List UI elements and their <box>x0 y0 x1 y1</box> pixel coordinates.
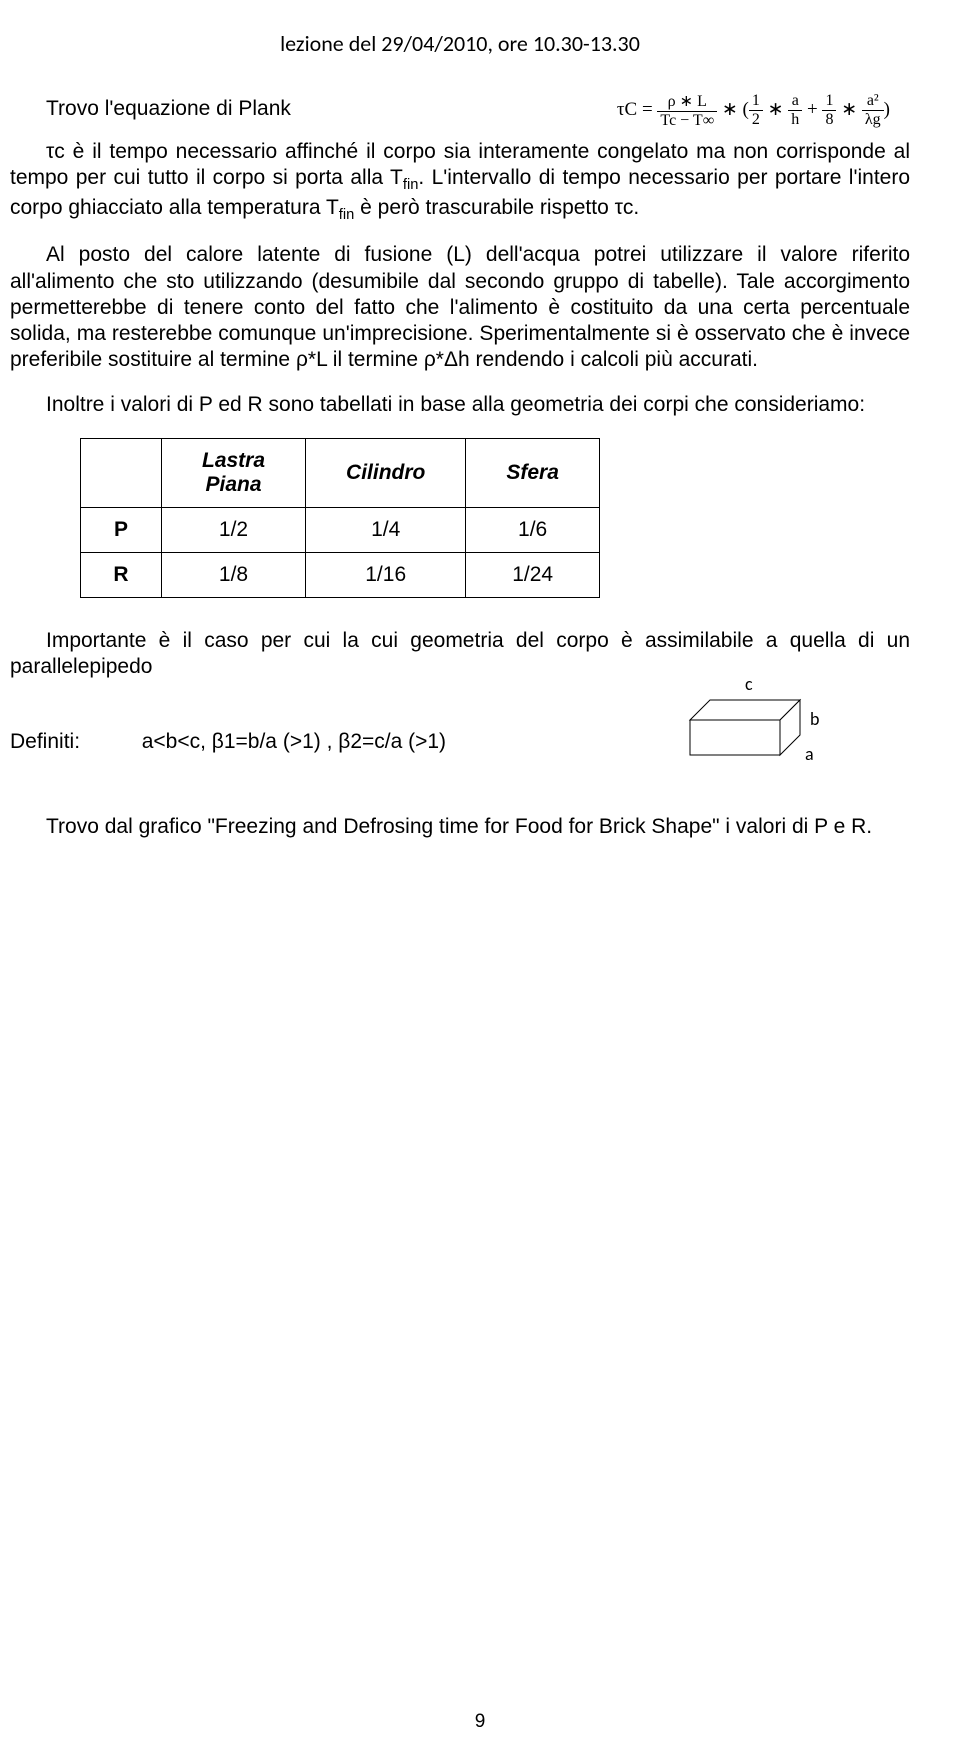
table-cell: 1/4 <box>306 507 466 552</box>
paragraph-4: Importante è il caso per cui la cui geom… <box>10 628 910 681</box>
table-header-cilindro: Cilindro <box>306 438 466 507</box>
plank-title: Trovo l'equazione di Plank <box>10 97 291 120</box>
geometry-table: Lastra Piana Cilindro Sfera P 1/2 1/4 1/… <box>80 438 600 598</box>
table-header-lastra-line2: Piana <box>206 473 262 496</box>
definiti-label: Definiti: <box>10 730 80 753</box>
table-header-empty <box>81 438 162 507</box>
table-header-lastra: Lastra Piana <box>162 438 306 507</box>
table-row: R 1/8 1/16 1/24 <box>81 552 600 597</box>
para-label-c: c <box>745 675 753 695</box>
page-number: 9 <box>0 1711 960 1733</box>
table-cell: 1/6 <box>466 507 600 552</box>
table-cell: 1/16 <box>306 552 466 597</box>
table-cell-p-label: P <box>81 507 162 552</box>
table-header-sfera: Sfera <box>466 438 600 507</box>
paragraph-1: τc è il tempo necessario affinché il cor… <box>10 139 910 224</box>
table-row: P 1/2 1/4 1/6 <box>81 507 600 552</box>
para-label-a: a <box>805 743 814 765</box>
table-cell: 1/24 <box>466 552 600 597</box>
parallelepiped-diagram: c b a <box>680 675 850 781</box>
paragraph-2: Al posto del calore latente di fusione (… <box>10 242 910 373</box>
plank-formula: τC = ρ ∗ LTc − T∞ ∗ (12 ∗ ah + 18 ∗ a²λg… <box>617 91 890 130</box>
table-cell-r-label: R <box>81 552 162 597</box>
paragraph-5: Trovo dal grafico "Freezing and Defrosin… <box>10 814 910 840</box>
table-header-row: Lastra Piana Cilindro Sfera <box>81 438 600 507</box>
definiti-expression: a<b<c, β1=b/a (>1) , β2=c/a (>1) <box>142 730 446 753</box>
para-label-b: b <box>810 708 819 730</box>
plank-equation-line: Trovo l'equazione di Plank τC = ρ ∗ LTc … <box>10 97 910 121</box>
table-cell: 1/2 <box>162 507 306 552</box>
table-header-lastra-line1: Lastra <box>202 449 265 472</box>
definiti-line: Definiti: a<b<c, β1=b/a (>1) , β2=c/a (>… <box>10 730 910 754</box>
page-header: lezione del 29/04/2010, ore 10.30-13.30 <box>10 30 910 57</box>
paragraph-3: Inoltre i valori di P ed R sono tabellat… <box>10 392 910 418</box>
table-cell: 1/8 <box>162 552 306 597</box>
